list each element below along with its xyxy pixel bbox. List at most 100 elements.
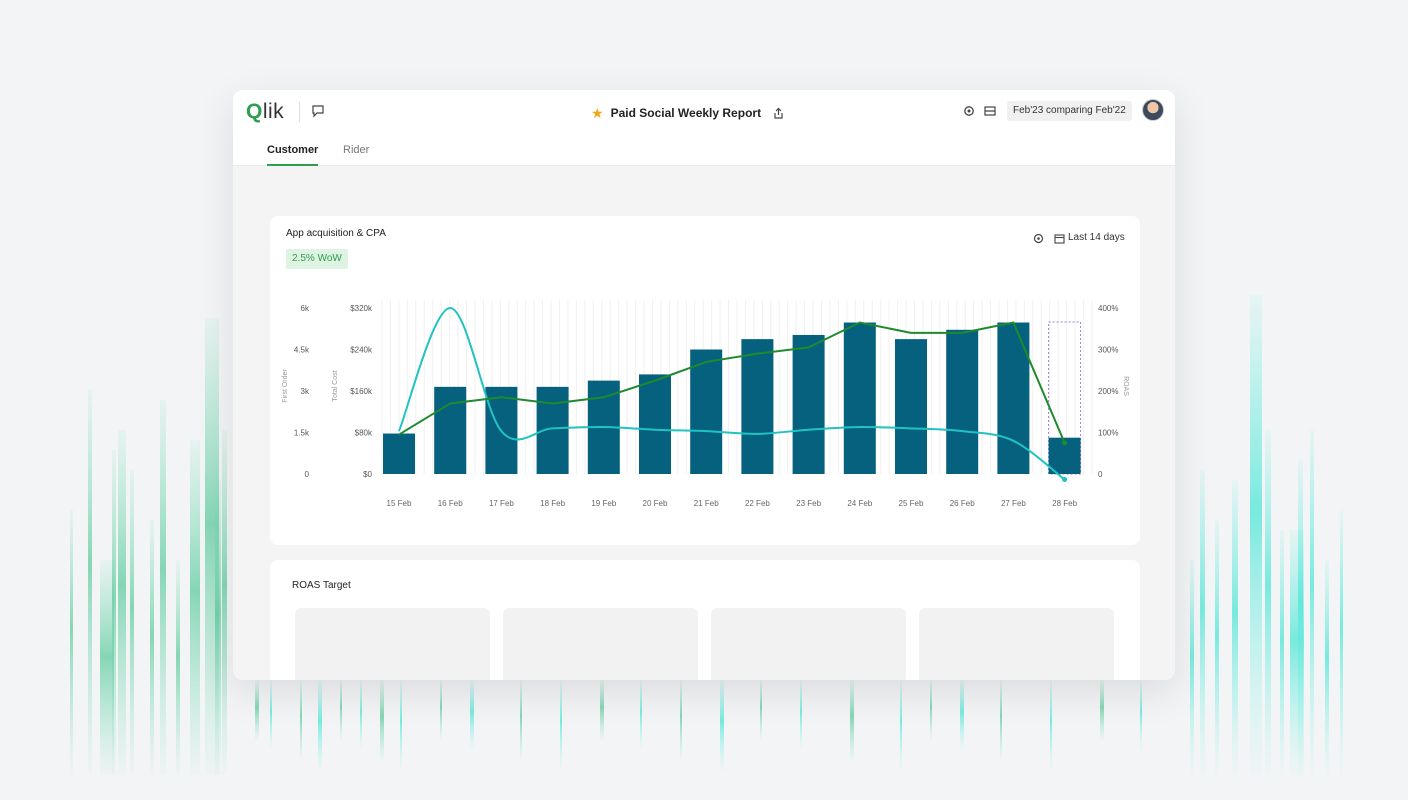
x-tick-label: 28 Feb: [1052, 499, 1077, 508]
bg-bar: [88, 390, 92, 775]
bg-bar: [1310, 430, 1314, 775]
bg-bar: [70, 510, 73, 775]
comment-icon[interactable]: [311, 104, 325, 118]
bg-bar: [160, 400, 166, 775]
bg-bar: [1140, 680, 1142, 750]
qlik-logo[interactable]: Qlik: [246, 100, 284, 124]
report-title: Paid Social Weekly Report: [610, 106, 762, 120]
bg-bar: [270, 680, 272, 750]
y-right-tick: 100%: [1098, 429, 1118, 438]
bg-bar: [1280, 530, 1284, 775]
x-tick-label: 15 Feb: [387, 499, 412, 508]
bg-bar: [520, 680, 522, 760]
bg-bar: [360, 680, 362, 750]
y-left2-tick: $240k: [350, 346, 373, 355]
y-left2-tick: $80k: [355, 429, 373, 438]
user-avatar[interactable]: [1142, 99, 1164, 121]
wow-badge: 2.5% WoW: [286, 249, 348, 269]
bg-bar: [318, 680, 322, 770]
bg-bar: [1050, 680, 1052, 770]
comparison-selector[interactable]: Feb'23 comparing Feb'22: [1007, 101, 1132, 121]
x-tick-label: 18 Feb: [540, 499, 565, 508]
bg-bar: [380, 680, 384, 760]
y-left2-title: Total Cost: [332, 370, 339, 401]
x-tick-label: 20 Feb: [643, 499, 668, 508]
settings-gear-icon[interactable]: [963, 105, 975, 117]
bg-bar: [1200, 470, 1205, 775]
cost-bar: [997, 322, 1030, 474]
bg-bar: [1100, 680, 1104, 740]
cost-bar: [434, 386, 467, 474]
placeholder-tile: [919, 608, 1114, 680]
y-left1-tick: 6k: [301, 304, 310, 313]
chart-settings-icon[interactable]: [1033, 233, 1044, 244]
bg-bar: [930, 680, 932, 740]
bg-bar: [150, 520, 154, 775]
x-tick-label: 16 Feb: [438, 499, 463, 508]
x-tick-label: 25 Feb: [899, 499, 924, 508]
y-left1-tick: 3k: [301, 387, 310, 396]
bg-bar: [176, 560, 180, 775]
bg-bar: [300, 680, 302, 760]
y-right-tick: 300%: [1098, 346, 1118, 355]
y-left2-tick: $0: [363, 470, 372, 479]
x-tick-label: 17 Feb: [489, 499, 514, 508]
bg-bar: [1190, 560, 1194, 775]
tab-rider[interactable]: Rider: [343, 144, 370, 156]
acquisition-chart: 0 1.5k 3k 4.5k 6k $0 $80k $160k $240k $320k 0 100% 2…: [282, 300, 1129, 508]
bg-bar: [1265, 430, 1271, 775]
y-left1-tick: 0: [305, 470, 310, 479]
x-tick-label: 24 Feb: [847, 499, 872, 508]
y-left1-tick: 4.5k: [294, 346, 310, 355]
bg-bar: [720, 680, 724, 770]
x-tick-label: 21 Feb: [694, 499, 719, 508]
bg-bar: [112, 450, 116, 775]
cost-bar: [895, 339, 927, 474]
bg-bar: [800, 680, 802, 750]
y-right-tick: 0: [1098, 470, 1103, 479]
first-order-end-point: [1062, 477, 1068, 483]
bg-bar: [130, 470, 134, 775]
bg-bar: [190, 440, 200, 775]
cost-bar: [792, 334, 825, 474]
logo-text: lik: [262, 100, 285, 123]
favorite-star-icon[interactable]: ★: [591, 104, 604, 121]
bg-bar: [1325, 560, 1329, 775]
bg-bar: [1340, 510, 1343, 775]
y-right-tick: 400%: [1098, 304, 1118, 313]
bg-bar: [600, 680, 604, 740]
app-window: Qlik ★ Paid Social Weekly Report Feb'23 …: [233, 90, 1175, 680]
bg-bar: [1215, 520, 1219, 775]
tab-customer[interactable]: Customer: [267, 144, 319, 166]
bg-bar: [470, 680, 474, 750]
bg-bar: [440, 680, 442, 740]
x-tick-label: 19 Feb: [591, 499, 616, 508]
bg-bar: [560, 680, 562, 770]
bg-bar: [222, 430, 227, 775]
top-bar: Qlik ★ Paid Social Weekly Report Feb'23 …: [233, 90, 1175, 166]
bg-bar: [1250, 295, 1262, 775]
cost-bar: [639, 374, 671, 474]
date-range-selector[interactable]: Last 14 days: [1068, 232, 1125, 243]
bg-bar: [960, 680, 964, 750]
bg-bar: [400, 680, 402, 770]
share-icon[interactable]: [772, 107, 785, 120]
bg-bar: [340, 680, 342, 740]
calendar-icon[interactable]: [1054, 233, 1065, 244]
y-left1-title: First Order: [282, 369, 289, 403]
cost-bar: [843, 322, 876, 474]
roas-target-title: ROAS Target: [292, 580, 351, 591]
bg-bar: [1298, 460, 1303, 775]
logo-q: Q: [246, 100, 263, 123]
logo-divider: [299, 102, 300, 122]
x-tick-label: 22 Feb: [745, 499, 770, 508]
placeholder-tile: [711, 608, 906, 680]
card-title: App acquisition & CPA: [286, 228, 386, 239]
x-tick-label: 27 Feb: [1001, 499, 1026, 508]
bg-bar: [900, 680, 902, 770]
bg-bar: [680, 680, 682, 760]
app-acquisition-card: 0 1.5k 3k 4.5k 6k $0 $80k $160k $240k $320k 0 100% 2…: [270, 216, 1140, 545]
roas-target-card: ROAS Target: [270, 560, 1140, 680]
layout-icon[interactable]: [984, 105, 996, 117]
